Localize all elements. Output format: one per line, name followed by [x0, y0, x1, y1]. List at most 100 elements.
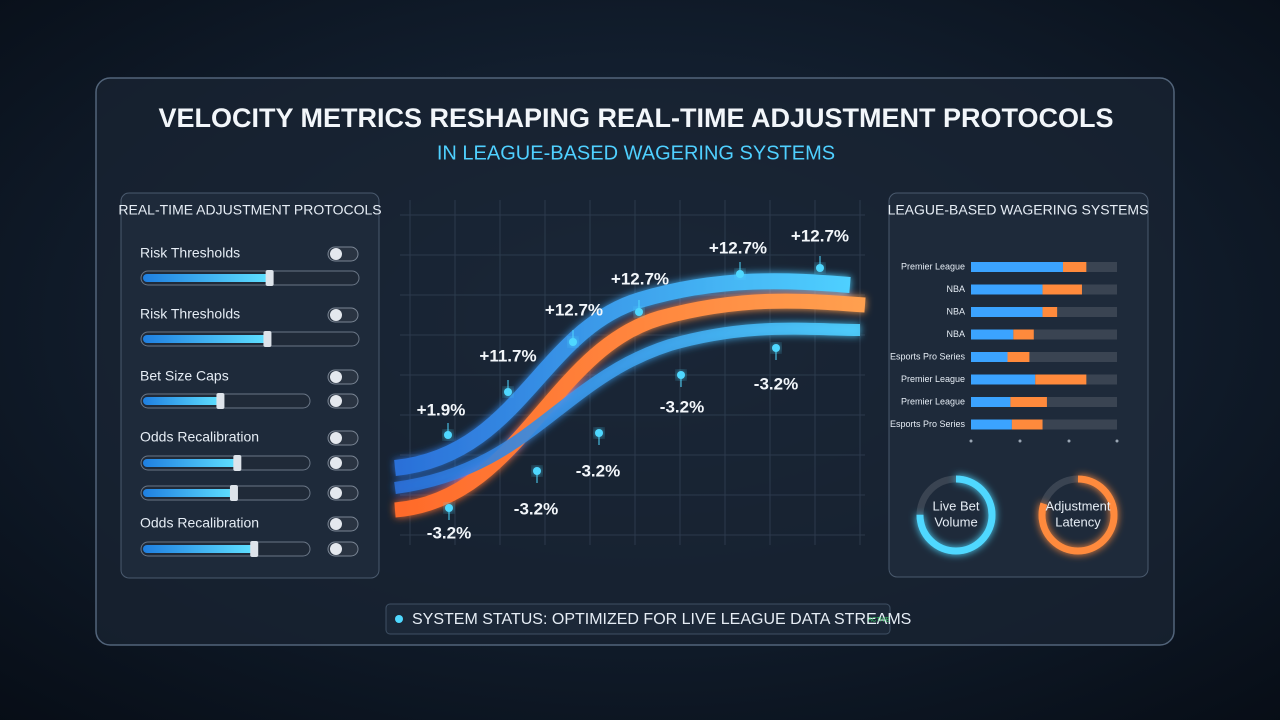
- gauge-label: Live Bet: [933, 498, 980, 513]
- value-label: +12.7%: [709, 238, 767, 257]
- label-dot: [736, 270, 744, 278]
- row-label: NBA: [946, 306, 965, 316]
- label-dot: [504, 388, 512, 396]
- slider-fill: [143, 274, 270, 282]
- gauge-label: Volume: [934, 514, 977, 529]
- status-badge: ACTIVE: [868, 618, 890, 624]
- bar-segment: [971, 352, 1008, 362]
- label-dot: [444, 431, 452, 439]
- bar-segment: [971, 262, 1063, 272]
- axis-dot: [1018, 439, 1022, 443]
- label-dot: [595, 429, 603, 437]
- curve-lower: [394, 322, 861, 494]
- slider-fill: [143, 335, 268, 343]
- toggle-knob: [330, 487, 342, 499]
- gauge-arc: [1038, 475, 1118, 555]
- title: VELOCITY METRICS RESHAPING REAL-TIME ADJ…: [158, 103, 1113, 133]
- slider-thumb: [263, 331, 272, 347]
- dynamic: Risk Thresholds Risk Thresholds Bet Size C…: [140, 245, 1119, 557]
- row-label: NBA: [946, 284, 965, 294]
- value-label: +12.7%: [791, 226, 849, 245]
- toggle-knob: [330, 248, 342, 260]
- toggle-knob: [330, 543, 342, 555]
- left-panel-title: REAL-TIME ADJUSTMENT PROTOCOLS: [118, 202, 381, 218]
- slider-fill: [143, 489, 234, 497]
- bar-segment: [1042, 307, 1058, 317]
- slider-thumb: [233, 455, 242, 471]
- right-panel: [888, 192, 1149, 578]
- row-label: NBA: [946, 329, 965, 339]
- row-label: Esports Pro Series: [890, 351, 966, 361]
- bar-segment: [1007, 352, 1030, 362]
- bar-segment: [971, 374, 1036, 385]
- bar-segment: [971, 307, 1043, 317]
- slider-thumb: [265, 270, 274, 286]
- bar-segment: [1011, 419, 1043, 430]
- value-label: +11.7%: [479, 346, 536, 365]
- left-panel: [120, 192, 380, 579]
- toggle-knob: [330, 309, 342, 321]
- toggle-knob: [330, 457, 342, 469]
- subtitle: IN LEAGUE-BASED WAGERING SYSTEMS: [437, 142, 835, 164]
- bar-track: [971, 329, 1117, 340]
- value-label: +12.7%: [611, 269, 669, 288]
- label-dot: [677, 371, 685, 379]
- control-label: Odds Recalibration: [140, 515, 259, 531]
- toggle-knob: [330, 371, 342, 383]
- bar-segment: [971, 329, 1014, 340]
- axis-dot: [1067, 439, 1071, 443]
- control-label: Risk Thresholds: [140, 245, 240, 261]
- bar-track: [971, 352, 1117, 362]
- control-label: Bet Size Caps: [140, 368, 229, 384]
- value-label: -3.2%: [514, 499, 558, 518]
- row-label: Esports Pro Series: [890, 419, 966, 429]
- label-dot: [445, 504, 453, 512]
- value-label: +1.9%: [417, 400, 466, 419]
- label-dot: [772, 344, 780, 352]
- label-dot: [635, 308, 643, 316]
- row-label: Premier League: [901, 374, 965, 384]
- bar-segment: [971, 284, 1043, 295]
- curves: [394, 273, 866, 518]
- value-label: -3.2%: [576, 461, 620, 480]
- toggle-knob: [330, 518, 342, 530]
- bar-segment: [1010, 397, 1047, 407]
- toggle-knob: [330, 395, 342, 407]
- value-label: -3.2%: [754, 374, 798, 393]
- curve-middle: [394, 293, 866, 518]
- control-label: Risk Thresholds: [140, 306, 240, 322]
- gauge-arc: [916, 475, 996, 555]
- bar-track: [971, 419, 1117, 430]
- status-text: SYSTEM STATUS: OPTIMIZED FOR LIVE LEAGUE…: [412, 611, 911, 628]
- control-label: Odds Recalibration: [140, 429, 259, 445]
- bar-segment: [1035, 374, 1087, 385]
- chart-labels: +1.9% +11.7% +12.7% +12.7% +12.7% +12.7% -3.2%…: [417, 226, 849, 542]
- slider-fill: [143, 545, 255, 553]
- slider-fill: [143, 397, 221, 405]
- right-panel-title: LEAGUE-BASED WAGERING SYSTEMS: [888, 202, 1149, 218]
- label-dot: [816, 264, 824, 272]
- label-dot: [569, 338, 577, 346]
- slider-fill: [143, 459, 238, 467]
- value-label: -3.2%: [427, 523, 471, 542]
- bar-segment: [971, 419, 1012, 430]
- gauge-label: Latency: [1055, 514, 1101, 529]
- slider-thumb: [216, 393, 225, 409]
- curve-upper: [394, 273, 851, 476]
- status-dot: [395, 615, 403, 623]
- value-label: -3.2%: [660, 397, 704, 416]
- bar-segment: [1042, 284, 1082, 295]
- value-label: +12.7%: [545, 300, 603, 319]
- axis-dot: [969, 439, 973, 443]
- slider-thumb: [250, 541, 259, 557]
- label-dot: [533, 467, 541, 475]
- axis-dot: [1115, 439, 1119, 443]
- row-label: Premier League: [901, 261, 965, 271]
- bar-segment: [1013, 329, 1034, 340]
- bar-segment: [1062, 262, 1087, 272]
- slider-thumb: [229, 485, 238, 501]
- bar-segment: [971, 397, 1011, 407]
- row-label: Premier League: [901, 396, 965, 406]
